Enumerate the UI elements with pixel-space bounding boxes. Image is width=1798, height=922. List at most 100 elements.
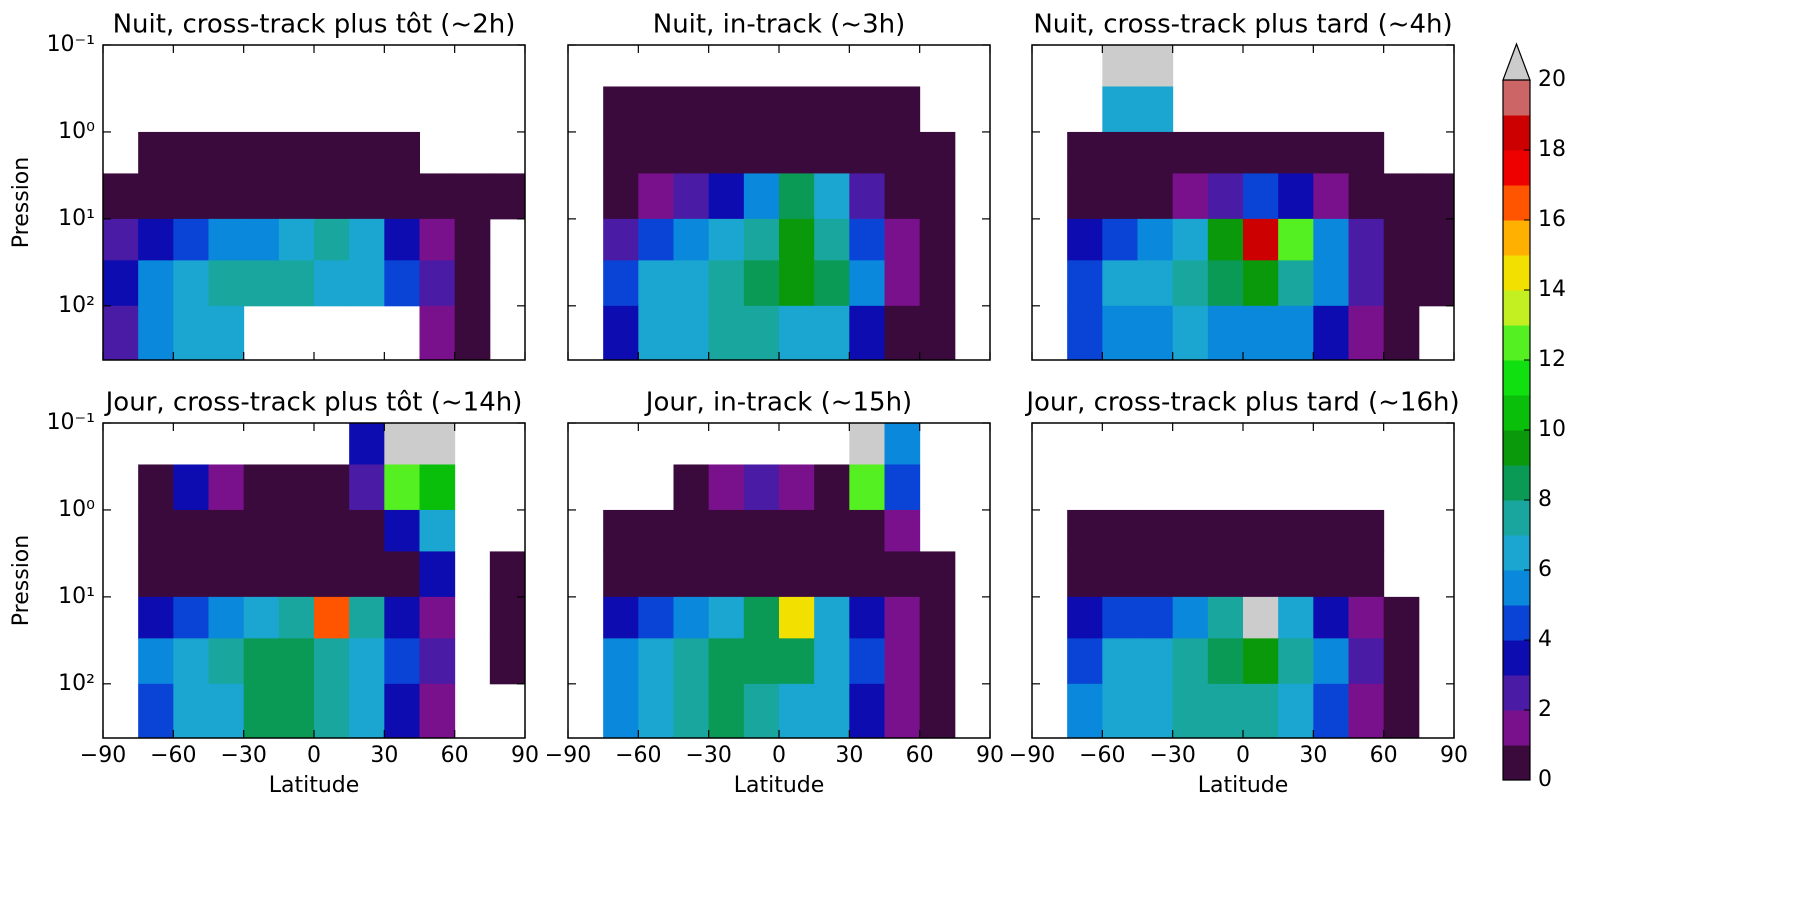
contour-cell — [1172, 131, 1209, 174]
x-tick-label: −30 — [1149, 743, 1195, 768]
contour-cell — [1172, 596, 1209, 639]
contour-cell — [884, 509, 921, 552]
contour-cell — [638, 509, 674, 552]
contour-cell — [743, 305, 780, 361]
contour-cell — [708, 305, 745, 361]
colorbar-tick-label: 8 — [1538, 487, 1552, 512]
contour-cell — [1137, 86, 1174, 133]
contour-cell — [884, 86, 921, 133]
contour-cell — [1348, 551, 1385, 598]
colorbar-tick-label: 12 — [1538, 347, 1566, 372]
contour-cell — [1313, 509, 1349, 552]
contour-cell — [849, 596, 885, 639]
contour-cell — [1067, 260, 1103, 307]
contour-cell — [1243, 305, 1279, 361]
contour-cell — [1207, 260, 1244, 307]
contour-cell — [884, 464, 921, 511]
contour-cell — [1278, 305, 1314, 361]
colorbar-segment — [1503, 80, 1530, 116]
contour-cell — [173, 464, 209, 511]
x-tick-label: −30 — [685, 743, 731, 768]
x-tick-label: −90 — [80, 743, 126, 768]
contour-cell — [743, 683, 780, 739]
contour-cell — [708, 551, 745, 598]
contour-cell — [419, 509, 456, 552]
colorbar-tick-label: 20 — [1538, 67, 1566, 92]
contour-cell — [454, 305, 491, 361]
contour-cell — [638, 131, 674, 174]
contour-cell — [814, 509, 850, 552]
contour-cell — [314, 464, 350, 511]
contour-cell — [814, 596, 850, 639]
contour-cell — [1313, 551, 1349, 598]
contour-cell — [349, 218, 385, 261]
contour-cell — [1278, 131, 1314, 174]
contour-cell — [173, 596, 209, 639]
contour-cell — [208, 260, 245, 307]
contour-cell — [1207, 218, 1244, 261]
contour-cell — [489, 551, 526, 598]
y-tick-label: 10⁻¹ — [47, 32, 95, 57]
y-tick-label: 10¹ — [58, 584, 95, 609]
y-tick-label: 10⁻¹ — [47, 410, 95, 435]
contour-cell — [138, 596, 174, 639]
x-tick-label: −90 — [1009, 743, 1055, 768]
colorbar-segment — [1503, 185, 1530, 221]
colorbar-segment — [1503, 535, 1530, 571]
x-axis-label: Latitude — [1198, 773, 1289, 798]
contour-cell — [1207, 131, 1244, 174]
contour-cell — [603, 638, 639, 685]
contour-cell — [708, 509, 745, 552]
contour-cell — [384, 509, 420, 552]
contour-cell — [603, 683, 639, 739]
colorbar-segment — [1503, 220, 1530, 256]
contour-cell — [1067, 218, 1103, 261]
contour-cell — [884, 260, 921, 307]
contour-cell — [884, 638, 921, 685]
contour-cell — [1102, 260, 1138, 307]
contour-cell — [1067, 638, 1103, 685]
contour-cell — [708, 173, 745, 220]
contour-cell — [278, 464, 315, 511]
contour-cell — [603, 509, 639, 552]
contour-cell — [314, 596, 350, 639]
contour-cell — [1102, 509, 1138, 552]
contour-cell — [1102, 683, 1138, 739]
contour-cell — [1102, 173, 1138, 220]
contour-cell — [243, 218, 280, 261]
colorbar-segment — [1503, 115, 1530, 151]
contour-cell — [173, 260, 209, 307]
contour-cell — [349, 509, 385, 552]
contour-cell — [849, 683, 885, 739]
contour-cell — [1172, 683, 1209, 739]
colorbar-segment — [1503, 605, 1530, 641]
contour-cell — [138, 131, 174, 174]
x-tick-label: 30 — [370, 743, 398, 768]
contour-cell — [814, 683, 850, 739]
x-tick-label: −60 — [615, 743, 661, 768]
contour-cell — [673, 218, 710, 261]
contour-cell — [349, 551, 385, 598]
contour-cell — [419, 551, 456, 598]
contour-cell — [173, 218, 209, 261]
contour-cell — [1137, 596, 1174, 639]
contour-cell — [919, 683, 956, 739]
contour-cell — [919, 131, 956, 174]
contour-cell — [1278, 260, 1314, 307]
contour-cell — [849, 131, 885, 174]
contour-cell — [1207, 509, 1244, 552]
contour-cell — [138, 218, 174, 261]
contour-cell — [489, 596, 526, 639]
contour-cell — [384, 464, 420, 511]
contour-cell — [814, 173, 850, 220]
contour-cell — [1172, 638, 1209, 685]
contour-cell — [208, 173, 245, 220]
contour-cell — [1243, 218, 1279, 261]
contour-cell — [314, 173, 350, 220]
contour-cell — [1383, 683, 1420, 739]
contour-cell — [1067, 173, 1103, 220]
contour-cell — [419, 683, 456, 739]
contour-cell — [243, 683, 280, 739]
contour-cell — [849, 423, 885, 465]
